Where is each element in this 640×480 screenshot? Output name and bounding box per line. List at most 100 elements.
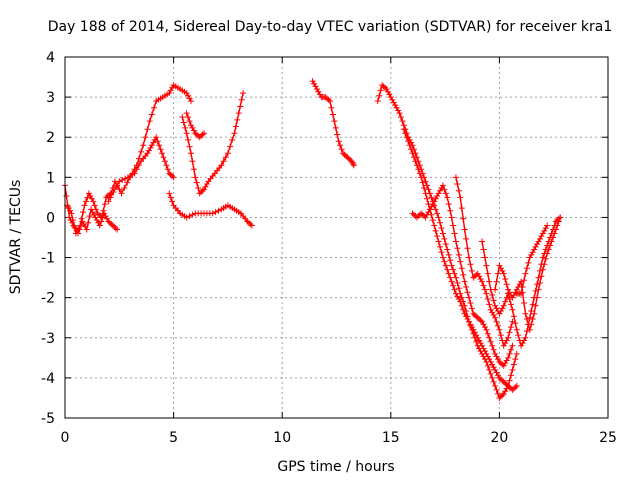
data-point <box>460 306 467 313</box>
grid-layer <box>65 57 608 418</box>
data-point <box>457 298 464 305</box>
data-point <box>513 382 520 389</box>
data-point <box>131 170 138 177</box>
data-point <box>192 174 199 181</box>
data-point <box>494 356 501 363</box>
data-point <box>94 210 101 217</box>
data-point <box>198 132 205 139</box>
series-seg-c2 <box>400 126 520 393</box>
data-point <box>523 265 530 272</box>
data-point <box>539 254 546 261</box>
data-point <box>182 124 189 131</box>
data-point <box>408 146 415 153</box>
data-point <box>169 84 176 91</box>
data-point <box>531 310 538 317</box>
data-point <box>189 158 196 165</box>
data-point <box>460 271 467 278</box>
data-point <box>484 296 491 303</box>
data-point <box>100 207 107 214</box>
data-point <box>180 119 187 126</box>
data-point <box>142 134 149 141</box>
data-point <box>435 190 442 197</box>
data-point <box>502 298 509 305</box>
data-point <box>382 84 389 91</box>
data-point <box>190 166 197 173</box>
data-point <box>164 166 171 173</box>
data-point <box>539 266 546 273</box>
data-point <box>340 150 347 157</box>
data-point <box>203 181 210 188</box>
data-point <box>105 218 112 225</box>
data-point <box>186 213 193 220</box>
data-point <box>479 318 486 325</box>
data-point <box>521 277 528 284</box>
data-point <box>512 384 519 391</box>
data-point <box>192 130 199 137</box>
data-point <box>506 350 513 357</box>
data-point <box>442 262 449 269</box>
data-point <box>196 134 203 141</box>
data-point <box>349 159 356 166</box>
data-point <box>441 186 448 193</box>
data-point <box>93 217 100 224</box>
data-point <box>499 392 506 399</box>
data-point <box>189 124 196 131</box>
data-point <box>435 238 442 245</box>
data-point <box>237 103 244 110</box>
data-point <box>390 99 397 106</box>
data-point <box>170 174 177 181</box>
data-point <box>144 150 151 157</box>
x-axis-label: GPS time / hours <box>277 459 394 475</box>
data-point <box>311 80 318 87</box>
data-point <box>75 225 82 232</box>
series-line <box>107 84 192 202</box>
data-point <box>502 380 509 387</box>
data-point <box>389 96 396 103</box>
data-point <box>489 291 496 298</box>
data-point <box>212 209 219 216</box>
data-point <box>328 104 335 111</box>
data-point <box>145 147 152 154</box>
data-point <box>551 230 558 237</box>
data-point <box>502 360 509 367</box>
data-point <box>107 194 114 201</box>
data-point <box>494 322 501 329</box>
data-point <box>334 131 341 138</box>
y-tick-label: -2 <box>41 291 55 307</box>
data-point <box>432 195 439 202</box>
data-point <box>185 114 192 121</box>
data-point <box>235 110 242 117</box>
data-point <box>535 286 542 293</box>
data-point <box>518 290 525 297</box>
data-point <box>437 243 444 250</box>
data-point <box>309 78 316 85</box>
series-line <box>455 177 514 348</box>
data-point <box>435 214 442 221</box>
data-point <box>396 110 403 117</box>
data-point <box>140 142 147 149</box>
data-point <box>523 316 530 323</box>
y-tick-label: 0 <box>46 210 55 226</box>
data-point <box>493 369 500 376</box>
tick-layer: 0 5 10 15 20 25 -5 -4 -3 -2 -1 0 1 2 3 4 <box>41 50 617 446</box>
data-point <box>492 302 499 309</box>
data-point <box>415 213 422 220</box>
data-point <box>248 222 255 229</box>
series-seg-c7 <box>513 222 551 297</box>
data-point <box>109 222 116 229</box>
data-point <box>541 227 548 234</box>
data-point <box>68 210 75 217</box>
data-point <box>102 213 109 220</box>
data-point <box>467 321 474 328</box>
data-point <box>493 318 500 325</box>
data-point <box>468 305 475 312</box>
data-point <box>473 332 480 339</box>
data-point <box>522 310 529 317</box>
data-point <box>515 332 522 339</box>
data-point <box>342 152 349 159</box>
data-point <box>350 160 357 167</box>
data-point <box>477 317 484 324</box>
data-point <box>234 116 241 123</box>
data-point <box>549 234 556 241</box>
data-point <box>224 150 231 157</box>
